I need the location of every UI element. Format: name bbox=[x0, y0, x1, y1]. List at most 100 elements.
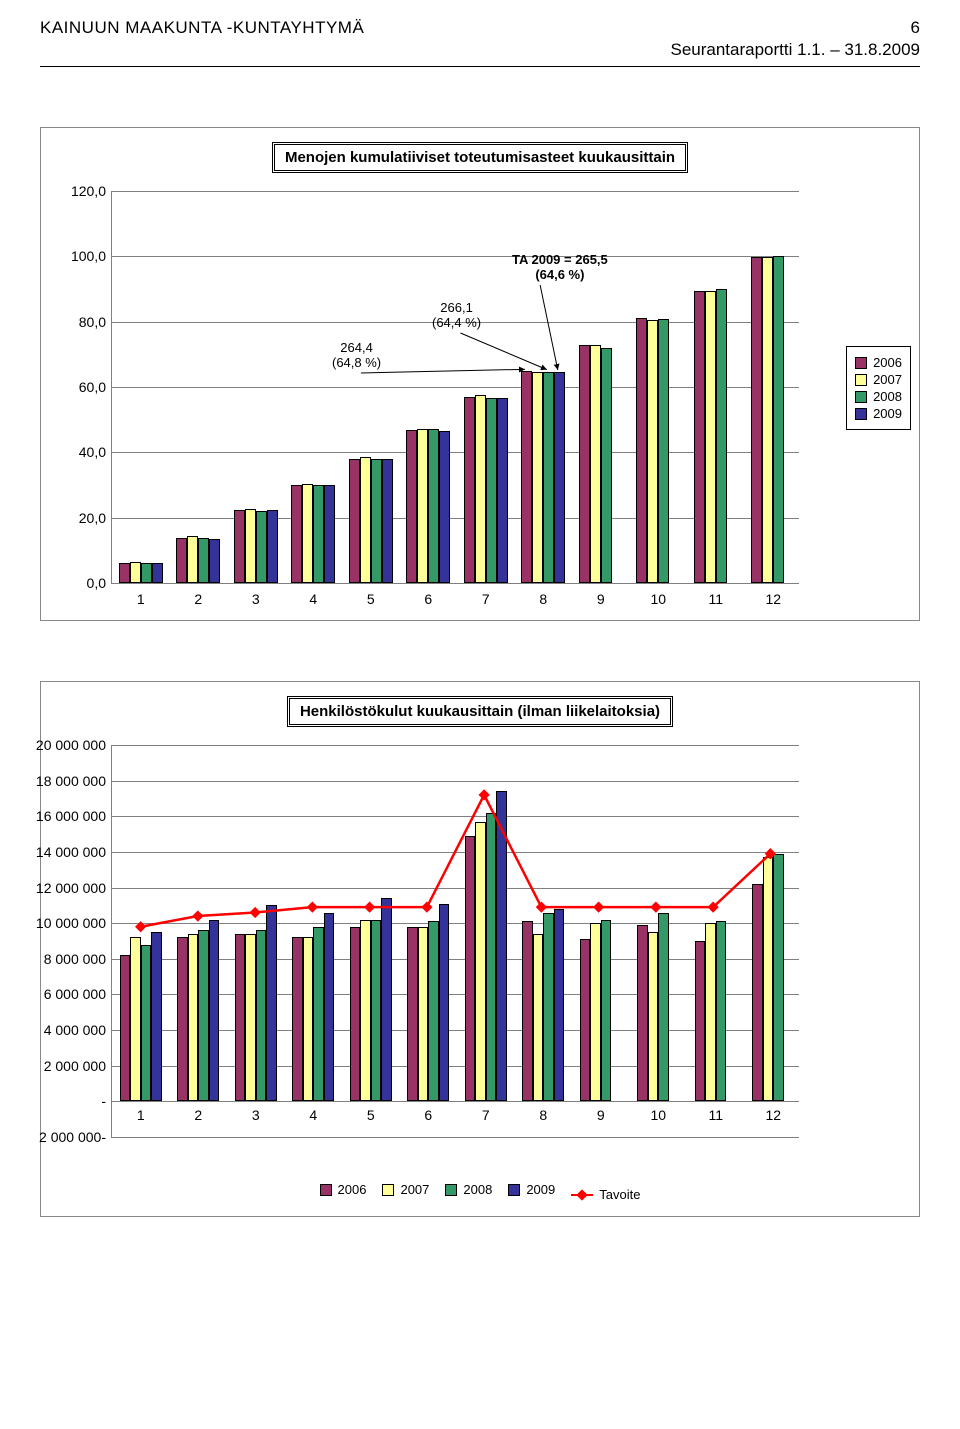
legend-swatch bbox=[855, 357, 867, 369]
bar-y2009 bbox=[209, 539, 220, 583]
ytick-label: 2 000 000- bbox=[22, 1129, 106, 1145]
legend-label: 2006 bbox=[873, 355, 902, 370]
legend-label: 2008 bbox=[873, 389, 902, 404]
xtick-label: 3 bbox=[252, 1107, 260, 1123]
xtick-label: 10 bbox=[650, 591, 666, 607]
bar-y2006 bbox=[120, 955, 131, 1101]
bar-y2009 bbox=[554, 372, 565, 583]
bar-y2007 bbox=[532, 372, 543, 583]
bar-y2007 bbox=[763, 857, 774, 1101]
bar-y2007 bbox=[705, 291, 716, 583]
chart1-legend: 2006 2007 2008 2009 bbox=[846, 346, 911, 430]
bar-y2009 bbox=[324, 913, 335, 1102]
page-number: 6 bbox=[670, 18, 920, 38]
bar-y2008 bbox=[716, 921, 727, 1101]
bar-y2006 bbox=[521, 371, 532, 583]
header-right: 6 Seurantaraportti 1.1. – 31.8.2009 bbox=[670, 18, 920, 60]
bar-y2009 bbox=[324, 485, 335, 583]
bar-y2007 bbox=[762, 257, 773, 583]
bar-y2009 bbox=[382, 459, 393, 583]
ytick-label: - bbox=[22, 1093, 106, 1109]
bar-y2008 bbox=[601, 920, 612, 1102]
bar-y2008 bbox=[773, 256, 784, 583]
ytick-label: 18 000 000 bbox=[22, 773, 106, 789]
ytick-label: 8 000 000 bbox=[22, 951, 106, 967]
bar-y2008 bbox=[313, 927, 324, 1102]
bar-y2008 bbox=[428, 921, 439, 1101]
header-rule bbox=[40, 66, 920, 67]
bar-y2008 bbox=[543, 913, 554, 1102]
xtick-label: 11 bbox=[708, 591, 723, 607]
xtick-label: 1 bbox=[137, 1107, 145, 1123]
bar-y2008 bbox=[601, 348, 612, 583]
bar-y2007 bbox=[303, 937, 314, 1101]
xtick-label: 1 bbox=[137, 591, 145, 607]
xtick-label: 5 bbox=[367, 1107, 375, 1123]
bar-y2006 bbox=[292, 937, 303, 1101]
chart-personnel-costs: Henkilöstökulut kuukausittain (ilman lii… bbox=[40, 681, 920, 1217]
report-subtitle: Seurantaraportti 1.1. – 31.8.2009 bbox=[670, 40, 920, 60]
legend-label: 2008 bbox=[463, 1182, 492, 1197]
bar-y2006 bbox=[695, 941, 706, 1101]
legend-line-icon bbox=[571, 1194, 593, 1196]
bar-y2008 bbox=[658, 913, 669, 1102]
xtick-label: 3 bbox=[252, 591, 260, 607]
bar-y2006 bbox=[464, 397, 475, 583]
bar-y2007 bbox=[302, 484, 313, 583]
annotation: TA 2009 = 265,5(64,6 %) bbox=[512, 253, 608, 283]
bar-y2006 bbox=[752, 884, 763, 1101]
bar-y2006 bbox=[522, 921, 533, 1101]
chart1-title: Menojen kumulatiiviset toteutumisasteet … bbox=[272, 142, 688, 173]
bar-y2009 bbox=[439, 431, 450, 583]
bar-y2007 bbox=[245, 509, 256, 583]
bar-y2006 bbox=[350, 927, 361, 1102]
xtick-label: 6 bbox=[424, 591, 432, 607]
bar-y2006 bbox=[636, 318, 647, 583]
xtick-label: 7 bbox=[482, 591, 490, 607]
bar-y2007 bbox=[245, 934, 256, 1101]
bar-y2008 bbox=[141, 563, 152, 583]
bar-y2007 bbox=[187, 536, 198, 583]
xtick-label: 11 bbox=[708, 1107, 723, 1123]
legend-swatch bbox=[855, 408, 867, 420]
ytick-label: 20,0 bbox=[52, 510, 106, 526]
legend-swatch bbox=[855, 391, 867, 403]
bar-y2008 bbox=[198, 930, 209, 1101]
bar-y2007 bbox=[475, 395, 486, 583]
bar-y2006 bbox=[406, 430, 417, 583]
xtick-label: 12 bbox=[765, 1107, 781, 1123]
ytick-label: 40,0 bbox=[52, 444, 106, 460]
legend-label: 2009 bbox=[873, 406, 902, 421]
bar-y2008 bbox=[198, 538, 209, 583]
bar-y2009 bbox=[439, 904, 450, 1102]
legend-label: 2007 bbox=[873, 372, 902, 387]
legend-swatch bbox=[320, 1184, 332, 1196]
bar-y2006 bbox=[465, 836, 476, 1101]
bar-y2006 bbox=[234, 510, 245, 583]
xtick-label: 9 bbox=[597, 591, 605, 607]
bar-y2009 bbox=[381, 898, 392, 1101]
bar-y2009 bbox=[496, 791, 507, 1101]
bar-y2008 bbox=[428, 429, 439, 583]
ytick-label: 2 000 000 bbox=[22, 1058, 106, 1074]
xtick-label: 12 bbox=[765, 591, 781, 607]
bar-y2007 bbox=[130, 937, 141, 1101]
ytick-label: 16 000 000 bbox=[22, 808, 106, 824]
bar-y2009 bbox=[267, 510, 278, 583]
legend-swatch bbox=[855, 374, 867, 386]
bar-y2007 bbox=[360, 457, 371, 583]
bar-y2006 bbox=[751, 257, 762, 583]
legend-label: Tavoite bbox=[599, 1187, 640, 1202]
bar-y2006 bbox=[580, 939, 591, 1101]
bar-y2008 bbox=[658, 319, 669, 583]
legend-label: 2006 bbox=[338, 1182, 367, 1197]
xtick-label: 9 bbox=[597, 1107, 605, 1123]
ytick-label: 120,0 bbox=[52, 183, 106, 199]
ytick-label: 20 000 000 bbox=[22, 737, 106, 753]
bar-y2008 bbox=[371, 920, 382, 1102]
bar-y2008 bbox=[486, 813, 497, 1102]
bar-y2007 bbox=[533, 934, 544, 1101]
ytick-label: 14 000 000 bbox=[22, 844, 106, 860]
annotation: 266,1(64,4 %) bbox=[432, 301, 481, 331]
chart1-plot: 0,020,040,060,080,0100,0120,012345678910… bbox=[111, 191, 799, 584]
